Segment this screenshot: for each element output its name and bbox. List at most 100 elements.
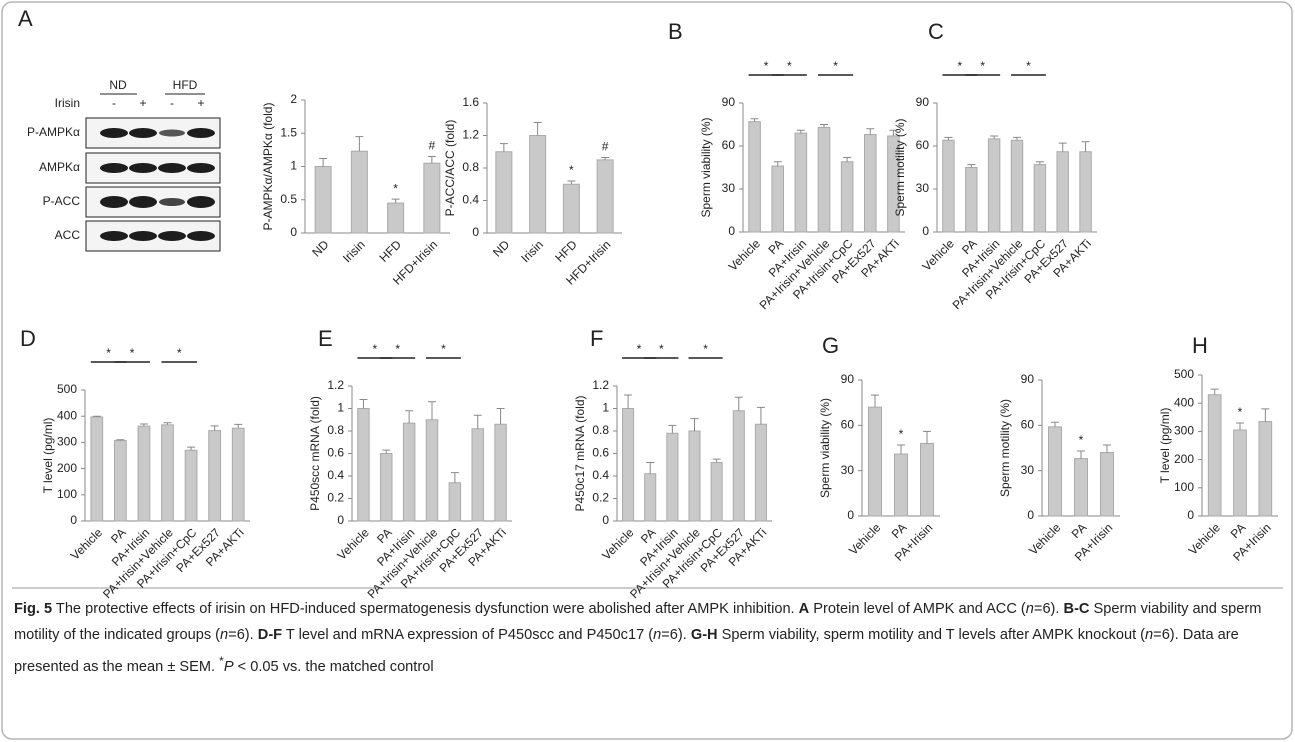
- bar: [530, 136, 546, 234]
- error-bar: [1051, 422, 1059, 427]
- x-tick-label: Vehicle: [726, 236, 763, 273]
- y-tick-label: 30: [722, 181, 736, 195]
- error-bar: [474, 415, 482, 429]
- error-bar: [1103, 445, 1111, 453]
- bar: [358, 409, 369, 522]
- x-tick-label: Vehicle: [1026, 520, 1063, 557]
- caption-text: T level and mRNA expression of P450scc a…: [282, 627, 653, 643]
- significance-mark: *: [958, 59, 963, 73]
- x-tick-label: Vehicle: [1186, 520, 1223, 557]
- y-tick-label: 400: [1174, 395, 1194, 409]
- bar: [496, 152, 512, 233]
- error-bar: [1211, 389, 1219, 395]
- x-tick-label: ND: [309, 237, 331, 259]
- y-tick-label: 0.6: [592, 446, 609, 460]
- bar: [921, 443, 934, 516]
- y-axis-title: Sperm viability (%): [818, 398, 832, 498]
- bar: [772, 166, 784, 232]
- y-axis-title: P-ACC/ACC (fold): [443, 120, 457, 217]
- y-tick-label: 90: [722, 95, 736, 109]
- error-bar: [774, 162, 782, 166]
- significance-mark: *: [177, 346, 182, 360]
- y-tick-label: 30: [841, 463, 855, 477]
- panel-letter: C: [928, 19, 944, 44]
- significance-mark: *: [659, 342, 664, 356]
- bar: [424, 163, 440, 233]
- x-tick-label: Vehicle: [335, 525, 372, 562]
- caption-text: =6).: [1034, 601, 1064, 617]
- lane-label: +: [139, 96, 146, 110]
- error-bar: [500, 144, 508, 152]
- y-tick-label: 0: [602, 513, 609, 527]
- bar: [1011, 140, 1022, 232]
- y-tick-label: 90: [1021, 372, 1035, 386]
- y-tick-label: 0: [70, 513, 77, 527]
- y-tick-label: 90: [916, 95, 930, 109]
- error-bar: [234, 424, 242, 428]
- error-bar: [428, 402, 436, 420]
- bar: [711, 463, 722, 522]
- y-tick-label: 2: [290, 92, 297, 106]
- y-tick-label: 300: [57, 435, 77, 449]
- panel-letter: E: [318, 326, 333, 351]
- row-label: AMPKα: [39, 160, 80, 174]
- error-bar: [843, 157, 851, 161]
- bar: [841, 162, 853, 232]
- y-tick-label: 0: [847, 508, 854, 522]
- x-tick-label: Vehicle: [68, 525, 105, 562]
- y-tick-label: 30: [1021, 463, 1035, 477]
- bar: [689, 431, 700, 521]
- y-tick-label: 0.4: [462, 193, 479, 207]
- figure-caption: Fig. 5 The protective effects of irisin …: [14, 596, 1276, 680]
- caption-text: Fig. 5: [14, 601, 52, 617]
- significance-mark: *: [441, 342, 446, 356]
- y-axis-title: Sperm viability (%): [699, 117, 713, 217]
- bar: [1049, 427, 1062, 516]
- y-axis-title: P-AMPKα/AMPKα (fold): [261, 103, 275, 231]
- y-tick-label: 0.2: [592, 491, 609, 505]
- y-tick-label: 30: [916, 181, 930, 195]
- y-tick-label: 1.2: [462, 128, 479, 142]
- y-tick-label: 0.6: [327, 446, 344, 460]
- y-tick-label: 0: [290, 225, 297, 239]
- significance-mark: *: [373, 342, 378, 356]
- bar: [1101, 453, 1114, 516]
- x-tick-label: Irisin: [518, 237, 546, 265]
- bar: [755, 424, 766, 521]
- bar: [138, 426, 150, 521]
- figure: A ND HFD Irisin - + - + P-AMPKα AMPKα P-…: [0, 0, 1295, 742]
- error-bar: [668, 425, 676, 433]
- bar: [1208, 395, 1221, 516]
- panel-letter: F: [590, 326, 603, 351]
- bar: [403, 423, 414, 521]
- error-bar: [534, 123, 542, 136]
- lane-label: -: [170, 96, 174, 110]
- bar: [1057, 152, 1068, 232]
- caption-text: D-F: [258, 627, 282, 643]
- significance-mark: *: [703, 342, 708, 356]
- significance-mark: *: [393, 181, 398, 195]
- bar: [232, 428, 244, 521]
- bar: [1234, 430, 1247, 516]
- bar: [1080, 152, 1091, 232]
- caption-text: < 0.05 vs. the matched control: [234, 659, 434, 675]
- caption-text: =6).: [228, 627, 258, 643]
- error-bar: [1261, 409, 1269, 422]
- bar: [472, 429, 483, 521]
- caption-text: n: [1145, 627, 1153, 643]
- error-bar: [1236, 423, 1244, 430]
- significance-mark: *: [787, 59, 792, 73]
- significance-mark: #: [429, 139, 436, 153]
- y-tick-label: 1.2: [592, 378, 609, 392]
- y-tick-label: 0: [337, 513, 344, 527]
- error-bar: [319, 159, 327, 167]
- lane-label: +: [197, 96, 204, 110]
- significance-mark: *: [980, 59, 985, 73]
- significance-mark: *: [395, 342, 400, 356]
- treatment-label: Irisin: [55, 96, 80, 110]
- bar: [865, 135, 877, 232]
- panel-letter: A: [18, 6, 33, 31]
- x-tick-label: Vehicle: [846, 520, 883, 557]
- error-bar: [359, 400, 367, 409]
- caption-text: A: [799, 601, 810, 617]
